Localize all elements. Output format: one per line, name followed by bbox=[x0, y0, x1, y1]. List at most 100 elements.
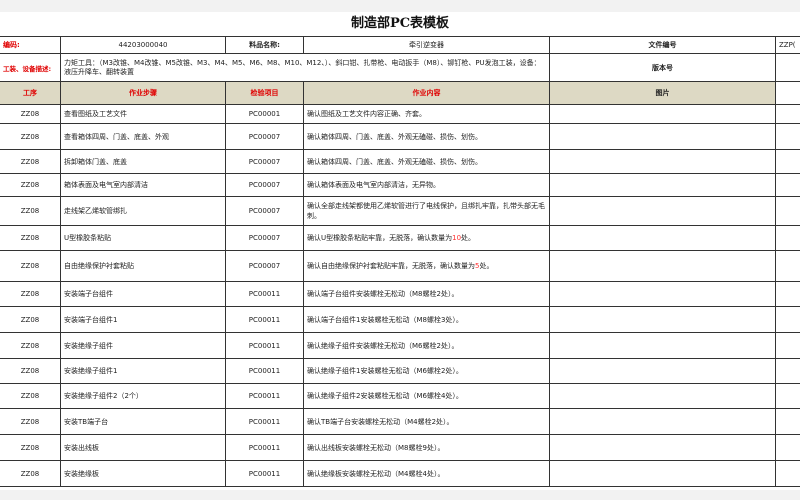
row-process-cell[interactable]: ZZ08 bbox=[0, 307, 61, 333]
row-image-cell[interactable] bbox=[550, 461, 776, 487]
row-process-cell[interactable]: ZZ08 bbox=[0, 105, 61, 124]
row-step-cell[interactable]: 自由绝缘保护衬套粘贴 bbox=[61, 251, 226, 282]
row-check-cell[interactable]: PC00007 bbox=[226, 174, 304, 197]
row-check-cell[interactable]: PC00011 bbox=[226, 409, 304, 435]
version-value[interactable] bbox=[776, 54, 800, 82]
row-check-cell[interactable]: PC00011 bbox=[226, 435, 304, 461]
row-extra-cell[interactable] bbox=[776, 359, 800, 384]
row-extra-cell[interactable] bbox=[776, 105, 800, 124]
row-check-cell[interactable]: PC00001 bbox=[226, 105, 304, 124]
row-content-cell[interactable]: 确认全部走线架都使用乙烯软管进行了电线保护，且绑扎牢靠，扎带头部无毛刺。 bbox=[304, 197, 550, 226]
row-extra-cell[interactable] bbox=[776, 409, 800, 435]
row-image-cell[interactable] bbox=[550, 333, 776, 359]
row-check-cell[interactable]: PC00011 bbox=[226, 359, 304, 384]
row-process-cell[interactable]: ZZ08 bbox=[0, 174, 61, 197]
row-step-cell[interactable]: 查看箱体四周、门盖、底盖、外观 bbox=[61, 124, 226, 150]
row-image-cell[interactable] bbox=[550, 174, 776, 197]
row-step-cell[interactable]: 安装出线板 bbox=[61, 435, 226, 461]
row-content-cell[interactable]: 确认绝缘子组件1安装螺栓无松动（M6螺栓2处）。 bbox=[304, 359, 550, 384]
row-extra-cell[interactable] bbox=[776, 251, 800, 282]
version-label: 版本号 bbox=[550, 54, 776, 82]
row-extra-cell[interactable] bbox=[776, 150, 800, 174]
row-check-cell[interactable]: PC00011 bbox=[226, 282, 304, 307]
row-process-cell[interactable]: ZZ08 bbox=[0, 461, 61, 487]
row-process-cell[interactable]: ZZ08 bbox=[0, 384, 61, 409]
row-check-cell[interactable]: PC00007 bbox=[226, 226, 304, 251]
row-image-cell[interactable] bbox=[550, 435, 776, 461]
row-extra-cell[interactable] bbox=[776, 174, 800, 197]
row-content-cell[interactable]: 确认绝缘子组件2安装螺栓无松动（M6螺栓4处）。 bbox=[304, 384, 550, 409]
row-process-cell[interactable]: ZZ08 bbox=[0, 197, 61, 226]
row-process-cell[interactable]: ZZ08 bbox=[0, 150, 61, 174]
row-process-cell[interactable]: ZZ08 bbox=[0, 226, 61, 251]
row-extra-cell[interactable] bbox=[776, 282, 800, 307]
row-content-cell[interactable]: 确认箱体四周、门盖、底盖、外观无磕碰、损伤、划伤。 bbox=[304, 124, 550, 150]
row-image-cell[interactable] bbox=[550, 226, 776, 251]
row-image-cell[interactable] bbox=[550, 251, 776, 282]
row-image-cell[interactable] bbox=[550, 124, 776, 150]
row-content-cell[interactable]: 确认绝缘子组件安装螺栓无松动（M6螺栓2处）。 bbox=[304, 333, 550, 359]
row-check: PC00001 bbox=[248, 110, 281, 118]
row-check-cell[interactable]: PC00007 bbox=[226, 150, 304, 174]
row-content-cell[interactable]: 确认箱体表面及电气室内部清洁，无异物。 bbox=[304, 174, 550, 197]
row-content-cell[interactable]: 确认出线板安装螺栓无松动（M8螺栓9处）。 bbox=[304, 435, 550, 461]
row-extra-cell[interactable] bbox=[776, 226, 800, 251]
row-image-cell[interactable] bbox=[550, 282, 776, 307]
row-image-cell[interactable] bbox=[550, 384, 776, 409]
row-content-cell[interactable]: 确认U型橡胶条粘贴牢靠，无脱落，确认数量为10处。 bbox=[304, 226, 550, 251]
row-step: 安装端子台组件 bbox=[64, 290, 113, 298]
row-process-cell[interactable]: ZZ08 bbox=[0, 435, 61, 461]
row-process-cell[interactable]: ZZ08 bbox=[0, 359, 61, 384]
row-step-cell[interactable]: U型橡胶条粘贴 bbox=[61, 226, 226, 251]
row-step-cell[interactable]: 安装绝缘板 bbox=[61, 461, 226, 487]
row-process-cell[interactable]: ZZ08 bbox=[0, 333, 61, 359]
row-check-cell[interactable]: PC00011 bbox=[226, 461, 304, 487]
row-content-cell[interactable]: 确认自由绝缘保护衬套粘贴牢靠，无脱落，确认数量为5处。 bbox=[304, 251, 550, 282]
row-check-cell[interactable]: PC00007 bbox=[226, 251, 304, 282]
row-image-cell[interactable] bbox=[550, 359, 776, 384]
row-content-cell[interactable]: 确认端子台组件安装螺栓无松动（M8螺栓2处）。 bbox=[304, 282, 550, 307]
row-content-cell[interactable]: 确认图纸及工艺文件内容正确、齐套。 bbox=[304, 105, 550, 124]
row-step-cell[interactable]: 查看图纸及工艺文件 bbox=[61, 105, 226, 124]
row-content: 确认箱体四周、门盖、底盖、外观无磕碰、损伤、划伤。 bbox=[307, 132, 482, 141]
row-step-cell[interactable]: 安装绝缘子组件 bbox=[61, 333, 226, 359]
row-extra-cell[interactable] bbox=[776, 124, 800, 150]
row-extra-cell[interactable] bbox=[776, 307, 800, 333]
material-value[interactable]: 牵引逆变器 bbox=[304, 36, 550, 54]
row-image-cell[interactable] bbox=[550, 409, 776, 435]
row-extra-cell[interactable] bbox=[776, 197, 800, 226]
tools-value[interactable]: 力矩工具：（M3改锥、M4改锥、M5改锥、M3、M4、M5、M6、M8、M10、… bbox=[61, 54, 550, 82]
row-content-cell[interactable]: 确认端子台组件1安装螺栓无松动（M8螺栓3处）。 bbox=[304, 307, 550, 333]
code-value[interactable]: 44203000040 bbox=[61, 36, 226, 54]
row-content-cell[interactable]: 确认TB端子台安装螺栓无松动（M4螺栓2处）。 bbox=[304, 409, 550, 435]
row-process-cell[interactable]: ZZ08 bbox=[0, 124, 61, 150]
row-step-cell[interactable]: 拆卸箱体门盖、底盖 bbox=[61, 150, 226, 174]
row-step-cell[interactable]: 箱体表面及电气室内部清洁 bbox=[61, 174, 226, 197]
row-image-cell[interactable] bbox=[550, 105, 776, 124]
row-check-cell[interactable]: PC00007 bbox=[226, 197, 304, 226]
row-step-cell[interactable]: 安装绝缘子组件2（2个） bbox=[61, 384, 226, 409]
row-step-cell[interactable]: 走线架乙烯软管绑扎 bbox=[61, 197, 226, 226]
row-process-cell[interactable]: ZZ08 bbox=[0, 251, 61, 282]
row-image-cell[interactable] bbox=[550, 307, 776, 333]
row-check-cell[interactable]: PC00011 bbox=[226, 307, 304, 333]
row-process-cell[interactable]: ZZ08 bbox=[0, 282, 61, 307]
row-image-cell[interactable] bbox=[550, 150, 776, 174]
row-extra-cell[interactable] bbox=[776, 333, 800, 359]
row-check-cell[interactable]: PC00007 bbox=[226, 124, 304, 150]
row-image-cell[interactable] bbox=[550, 197, 776, 226]
row-step-cell[interactable]: 安装TB端子台 bbox=[61, 409, 226, 435]
row-extra-cell[interactable] bbox=[776, 461, 800, 487]
row-content-cell[interactable]: 确认绝缘板安装螺栓无松动（M4螺栓4处）。 bbox=[304, 461, 550, 487]
row-extra-cell[interactable] bbox=[776, 384, 800, 409]
row-check-cell[interactable]: PC00011 bbox=[226, 384, 304, 409]
doc-no-value[interactable]: ZZP( bbox=[776, 36, 800, 54]
row-process-cell[interactable]: ZZ08 bbox=[0, 409, 61, 435]
row-step-cell[interactable]: 安装端子台组件1 bbox=[61, 307, 226, 333]
row-extra-cell[interactable] bbox=[776, 435, 800, 461]
row-check-cell[interactable]: PC00011 bbox=[226, 333, 304, 359]
row-content-cell[interactable]: 确认箱体四周、门盖、底盖、外观无磕碰、损伤、划伤。 bbox=[304, 150, 550, 174]
row-step-cell[interactable]: 安装绝缘子组件1 bbox=[61, 359, 226, 384]
row-step-cell[interactable]: 安装端子台组件 bbox=[61, 282, 226, 307]
row-check: PC00011 bbox=[248, 341, 281, 350]
